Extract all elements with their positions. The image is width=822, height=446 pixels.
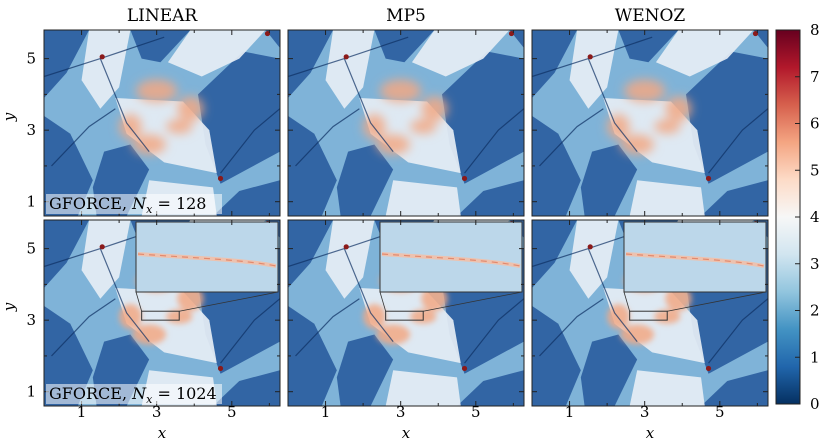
y-tick-label: 1 [26, 193, 36, 211]
row-label-background [46, 194, 222, 214]
panel-frame [531, 219, 769, 407]
row-label-r0: GFORCE, Nx = 128 [49, 194, 206, 216]
heatmap-panel-r0c1 [287, 29, 525, 217]
heatmap-panel-r1c0: 1 3 5 x 1 3 5 y [0, 219, 281, 442]
heatmap-panel-r0c0: 1 3 5 y [0, 29, 281, 217]
x-tick-label: 5 [227, 403, 237, 421]
panel-grid: 1 3 5 y 1 3 5 x 1 3 5 y 1 3 5 x 1 3 5 x LINEAR MP5 WENOZ [0, 6, 769, 442]
colorbar-tick-label: 1 [810, 348, 820, 366]
y-tick-label: 3 [26, 311, 36, 329]
x-tick-label: 3 [396, 403, 406, 421]
heatmap-panel-r1c1: 1 3 5 x [287, 219, 525, 442]
column-title-linear: LINEAR [127, 6, 199, 26]
colorbar-tick-label: 3 [810, 255, 820, 273]
inset-zoom [135, 221, 279, 321]
panel-frame [43, 219, 281, 407]
colorbar-tick-label: 4 [810, 208, 820, 226]
panel-frame [531, 29, 769, 217]
panel-frame [287, 29, 525, 217]
y-tick-label: 5 [26, 50, 36, 68]
panel-frame [287, 219, 525, 407]
row-label-background [46, 384, 222, 404]
column-title-mp5: MP5 [386, 6, 426, 26]
colorbar: 0 1 2 3 4 5 6 7 8 [775, 21, 820, 413]
x-axis-label: x [402, 424, 411, 442]
colorbar-tick-label: 6 [810, 115, 820, 133]
y-tick-label: 5 [26, 240, 36, 258]
panel-frame [43, 29, 281, 217]
colorbar-tick-label: 0 [810, 395, 820, 413]
y-tick-label: 3 [26, 121, 36, 139]
x-tick-label: 3 [152, 403, 162, 421]
y-axis-label: y [0, 112, 18, 122]
x-tick-label: 1 [321, 403, 331, 421]
colorbar-tick-label: 8 [810, 21, 820, 39]
heatmap-panel-r1c2: 1 3 5 x [531, 219, 769, 442]
heatmap-panel-r0c2 [531, 29, 769, 217]
x-tick-label: 1 [565, 403, 575, 421]
x-tick-label: 3 [640, 403, 650, 421]
inset-zoom [623, 221, 767, 321]
row-label-r1: GFORCE, Nx = 1024 [49, 384, 217, 406]
column-title-wenoz: WENOZ [615, 6, 686, 26]
y-axis-label: y [0, 302, 18, 312]
x-tick-label: 5 [715, 403, 725, 421]
inset-zoom [379, 221, 523, 321]
colorbar-tick-label: 7 [810, 68, 820, 86]
y-tick-label: 1 [26, 383, 36, 401]
colorbar-tick-label: 2 [810, 302, 820, 320]
x-axis-label: x [646, 424, 655, 442]
x-axis-label: x [158, 424, 167, 442]
x-tick-label: 1 [77, 403, 87, 421]
colorbar-tick-label: 5 [810, 161, 820, 179]
x-tick-label: 5 [471, 403, 481, 421]
